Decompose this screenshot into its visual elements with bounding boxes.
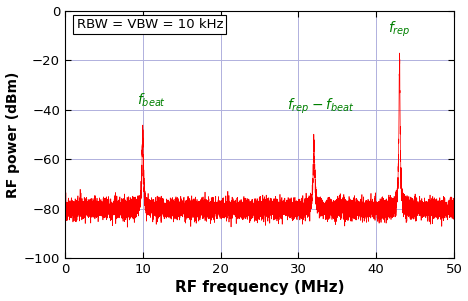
Text: RBW = VBW = 10 kHz: RBW = VBW = 10 kHz bbox=[77, 18, 223, 31]
Text: $f_{beat}$: $f_{beat}$ bbox=[137, 92, 166, 109]
Text: $f_{rep}$: $f_{rep}$ bbox=[388, 20, 410, 39]
Text: $f_{rep} - f_{beat}$: $f_{rep} - f_{beat}$ bbox=[287, 97, 354, 116]
X-axis label: RF frequency (MHz): RF frequency (MHz) bbox=[175, 281, 344, 296]
Y-axis label: RF power (dBm): RF power (dBm) bbox=[6, 71, 20, 198]
